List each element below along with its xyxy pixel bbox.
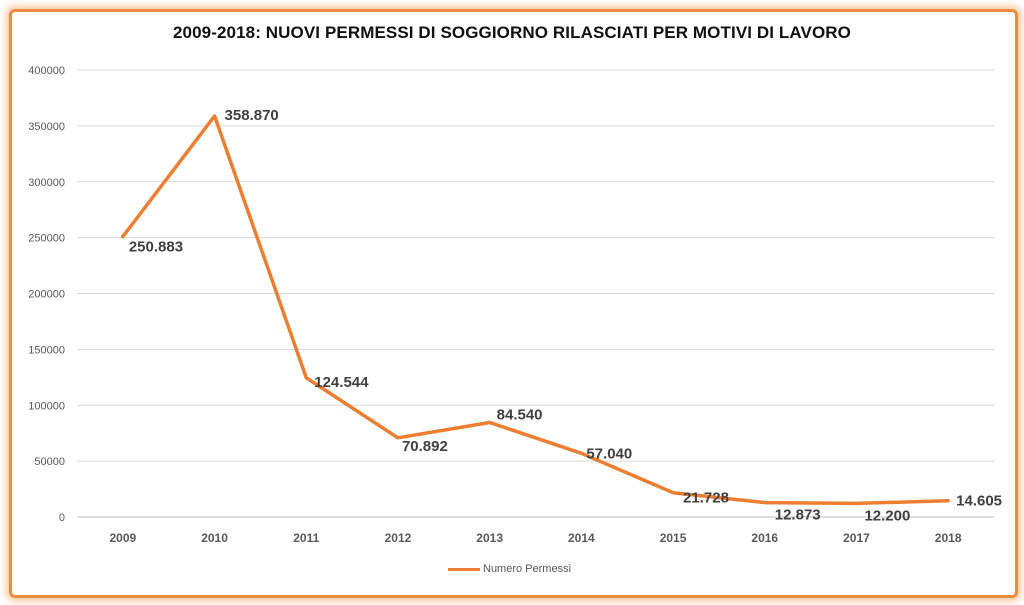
x-tick-label: 2010 (201, 531, 228, 545)
y-tick-label: 0 (59, 512, 65, 524)
legend-swatch (448, 567, 480, 571)
data-label: 21.728 (683, 490, 729, 507)
x-tick-label: 2018 (935, 531, 962, 545)
x-tick-label: 2015 (660, 531, 687, 545)
data-label: 124.544 (314, 374, 369, 391)
data-label: 14.605 (956, 493, 1002, 510)
x-tick-label: 2017 (843, 531, 870, 545)
data-label: 12.873 (775, 507, 821, 524)
legend-label: Numero Permessi (483, 563, 572, 575)
data-label: 12.200 (864, 507, 910, 524)
data-label: 250.883 (129, 239, 183, 256)
y-tick-label: 300000 (28, 177, 65, 189)
gridlines (77, 69, 994, 518)
y-tick-label: 150000 (28, 344, 65, 356)
x-tick-labels: 2009 2010 2011 2012 2013 2014 2015 2016 2017 2018 (109, 531, 961, 545)
y-tick-label: 350000 (28, 121, 65, 133)
y-tick-label: 250000 (28, 233, 65, 245)
legend: Numero Permessi (448, 563, 571, 575)
x-tick-label: 2012 (385, 531, 412, 545)
chart-frame (9, 9, 1018, 598)
x-tick-label: 2016 (751, 531, 778, 545)
data-label: 57.040 (586, 445, 632, 462)
data-labels: 250.883 358.870 124.544 70.892 84.540 57.040 2… (129, 107, 1002, 524)
y-tick-labels: 0 50000 100000 150000 200000 250000 300000 3500… (28, 65, 65, 524)
x-tick-label: 2014 (568, 531, 595, 545)
chart-title: 2009-2018: NUOVI PERMESSI DI SOGGIORNO R… (173, 23, 851, 42)
y-tick-label: 200000 (28, 289, 65, 301)
data-label: 70.892 (402, 438, 448, 455)
series-line (121, 114, 950, 506)
x-tick-label: 2013 (476, 531, 503, 545)
data-label: 84.540 (497, 407, 543, 424)
data-label: 358.870 (225, 107, 279, 124)
y-tick-label: 400000 (28, 65, 65, 77)
y-tick-label: 100000 (28, 400, 65, 412)
x-tick-label: 2011 (293, 531, 319, 545)
series-layer (121, 114, 950, 506)
y-tick-label: 50000 (34, 456, 65, 468)
x-tick-label: 2009 (109, 531, 136, 545)
